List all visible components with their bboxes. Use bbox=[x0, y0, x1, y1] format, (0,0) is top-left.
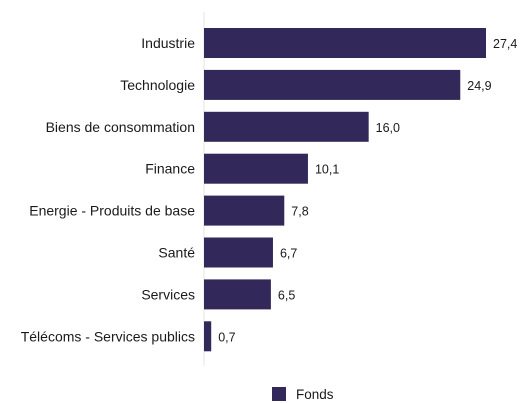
value-label-5: 6,7 bbox=[280, 247, 297, 261]
category-label-1: Technologie bbox=[120, 77, 195, 93]
bars-layer: Industrie 27,4 Technologie 24,9 Biens de con… bbox=[21, 28, 517, 352]
bar-3 bbox=[204, 153, 308, 184]
value-label-1: 24,9 bbox=[467, 79, 491, 93]
value-label-0: 27,4 bbox=[493, 37, 517, 51]
bar-7 bbox=[204, 321, 212, 352]
bar-0 bbox=[204, 28, 486, 58]
bar-2 bbox=[204, 111, 369, 142]
bar-4 bbox=[204, 195, 285, 226]
category-label-4: Energie - Produits de base bbox=[29, 203, 195, 219]
legend: Fonds bbox=[272, 387, 334, 402]
legend-swatch-fonds bbox=[272, 387, 286, 401]
value-label-2: 16,0 bbox=[376, 121, 400, 135]
category-label-5: Santé bbox=[158, 245, 195, 261]
value-label-3: 10,1 bbox=[315, 163, 339, 177]
bar-5 bbox=[204, 237, 273, 268]
bar-1 bbox=[204, 69, 461, 100]
category-label-7: Télécoms - Services publics bbox=[21, 328, 195, 344]
value-label-6: 6,5 bbox=[278, 288, 295, 302]
value-label-4: 7,8 bbox=[291, 205, 308, 219]
value-label-7: 0,7 bbox=[218, 330, 235, 344]
category-label-2: Biens de consommation bbox=[46, 119, 195, 135]
category-label-6: Services bbox=[141, 286, 195, 302]
legend-label-fonds: Fonds bbox=[296, 387, 334, 402]
category-label-3: Finance bbox=[145, 161, 195, 177]
category-label-0: Industrie bbox=[141, 35, 195, 51]
bar-6 bbox=[204, 279, 271, 310]
